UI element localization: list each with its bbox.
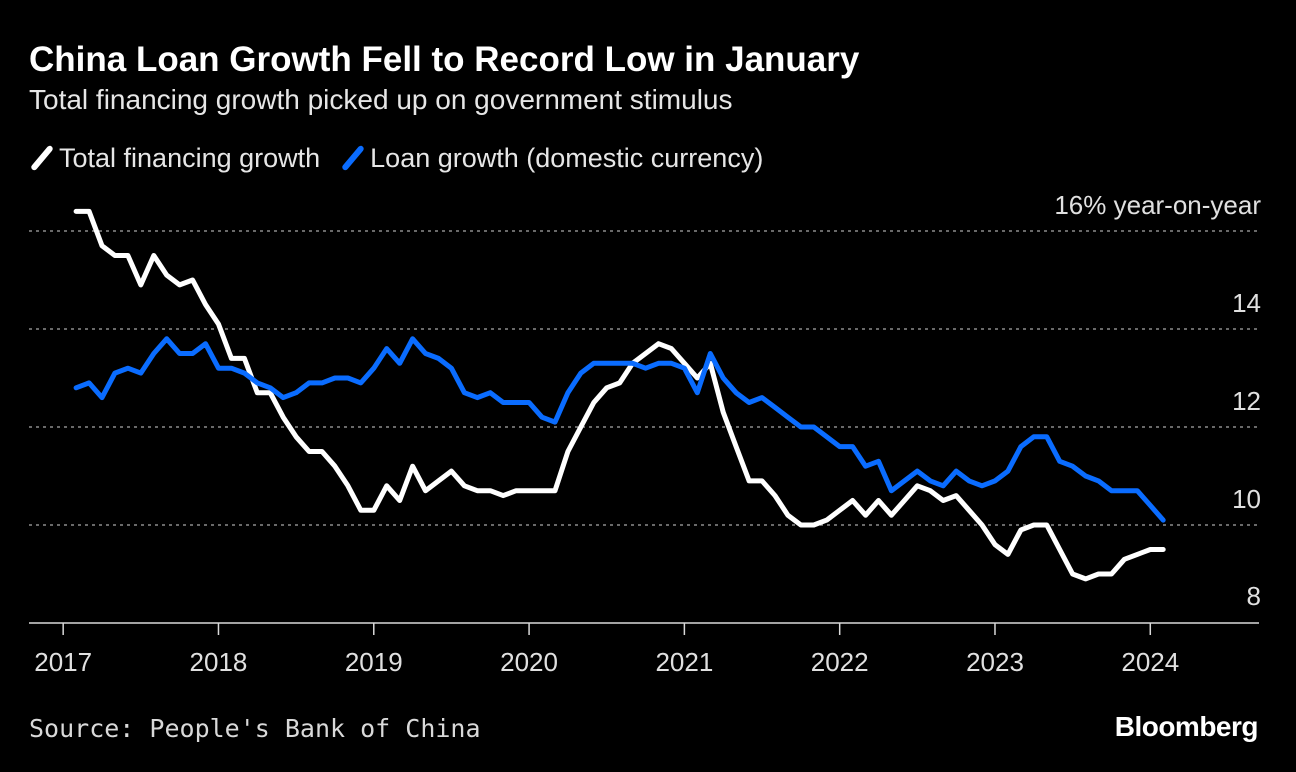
x-tick-label-2022: 2022 bbox=[811, 647, 869, 677]
x-tick-label-2024: 2024 bbox=[1121, 647, 1179, 677]
x-tick-label-2018: 2018 bbox=[190, 647, 248, 677]
legend-label-loan-growth: Loan growth (domestic currency) bbox=[370, 142, 764, 173]
source-note: Source: People's Bank of China bbox=[29, 714, 481, 743]
y-tick-label-8: 8 bbox=[1247, 581, 1261, 611]
y-tick-label-14: 14 bbox=[1232, 288, 1261, 318]
chart-title: China Loan Growth Fell to Record Low in … bbox=[29, 40, 860, 79]
x-tick-label-2021: 2021 bbox=[655, 647, 713, 677]
x-tick-label-2019: 2019 bbox=[345, 647, 403, 677]
legend: Total financing growth Loan growth (dome… bbox=[29, 140, 783, 176]
series-line-loan-growth bbox=[73, 336, 1166, 523]
bloomberg-logo: Bloomberg bbox=[1114, 711, 1259, 742]
y-tick-label-12: 12 bbox=[1232, 386, 1261, 416]
y-tick-label-10: 10 bbox=[1232, 484, 1261, 514]
x-tick-label-2020: 2020 bbox=[500, 647, 558, 677]
legend-label-total-financing: Total financing growth bbox=[59, 142, 321, 173]
x-tick-label-2023: 2023 bbox=[966, 647, 1024, 677]
legend-item-total-financing: Total financing growth bbox=[29, 143, 320, 174]
y-tick-label-16: 16% year-on-year bbox=[1054, 190, 1261, 220]
x-tick-label-2017: 2017 bbox=[34, 647, 92, 677]
series-line-total-financing bbox=[73, 208, 1166, 582]
chart-subtitle: Total financing growth picked up on gove… bbox=[29, 84, 733, 115]
legend-item-loan-growth: Loan growth (domestic currency) bbox=[340, 143, 763, 174]
